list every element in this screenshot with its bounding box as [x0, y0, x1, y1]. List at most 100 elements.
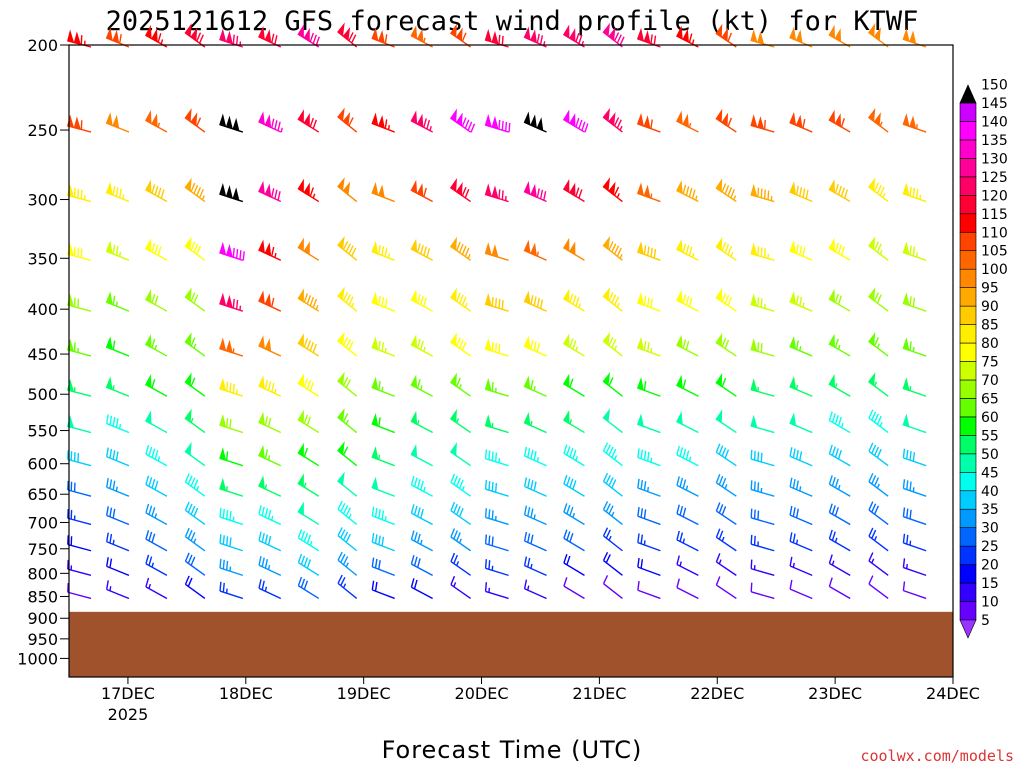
wind-barb [789, 412, 813, 434]
barb-pennant [337, 441, 345, 456]
barb-flag [906, 449, 909, 460]
barb-flag [643, 509, 647, 519]
barb-pennant [303, 241, 310, 256]
barb-flag [145, 554, 150, 564]
wind-barb [750, 480, 775, 497]
barb-flag [868, 473, 874, 483]
barb-flag [530, 380, 534, 390]
barb-pennant [676, 25, 683, 40]
barb-flag [467, 121, 473, 131]
barb-half-flag [420, 385, 423, 391]
barb-flag [235, 249, 239, 259]
barb-flag [378, 417, 381, 427]
barb-half-flag [381, 386, 384, 392]
barb-flag [274, 35, 278, 45]
barb-flag [426, 119, 431, 130]
barb-half-flag [351, 302, 355, 308]
wind-barb [868, 473, 889, 497]
barb-flag [219, 507, 222, 518]
barb-flag [523, 556, 528, 566]
wind-barb [636, 182, 661, 203]
colorbar-label: 135 [981, 133, 1008, 149]
barb-flag [261, 557, 265, 567]
wind-barb [563, 444, 585, 467]
barb-staff [67, 458, 92, 467]
barb-staff [868, 509, 889, 526]
barb-flag [536, 188, 540, 198]
barb-staff [298, 537, 320, 552]
wind-barb [676, 238, 699, 261]
wind-barb [868, 108, 889, 133]
barb-flag [456, 337, 461, 347]
wind-barb [484, 534, 509, 552]
barb-staff [411, 512, 433, 526]
barb-flag [470, 123, 476, 133]
barb-pennant [562, 178, 570, 194]
barb-staff [106, 486, 130, 497]
barb-pennant [225, 294, 233, 309]
barb-flag [154, 295, 159, 305]
barb-flag [378, 380, 381, 391]
wind-barb [66, 293, 92, 312]
barb-staff [185, 481, 206, 497]
barb-flag [727, 296, 733, 306]
wind-barb [337, 331, 358, 357]
barb-flag [871, 411, 877, 421]
barb-pennant [297, 409, 304, 425]
barb-flag [647, 297, 650, 307]
barb-pennant [636, 241, 645, 256]
barb-staff [258, 513, 282, 526]
barb-flag [637, 557, 640, 568]
barb-flag [420, 340, 424, 350]
barb-pennant [258, 375, 265, 390]
barb-pennant [676, 374, 683, 390]
barb-half-flag [721, 536, 725, 542]
barb-half-flag [650, 457, 653, 463]
wind-barb [106, 506, 130, 526]
wind-barb [105, 336, 130, 357]
barb-flag [873, 241, 880, 251]
wind-barb [184, 575, 206, 600]
barb-flag [608, 505, 614, 515]
barb-half-flag [274, 252, 277, 258]
wind-barb [828, 444, 851, 467]
barb-staff [637, 515, 661, 526]
barb-half-flag [280, 127, 283, 133]
barb-half-flag [423, 486, 426, 492]
barb-half-flag [530, 420, 533, 426]
wind-barb [450, 528, 472, 552]
wind-barb [145, 530, 168, 552]
barb-half-flag [154, 344, 158, 350]
barb-flag [871, 475, 877, 485]
barb-flag [527, 533, 531, 543]
wind-barb [676, 445, 699, 467]
wind-barb [902, 182, 927, 203]
barb-pennant [757, 31, 765, 45]
wind-barb [410, 530, 433, 552]
barb-half-flag [533, 386, 536, 391]
wind-barb [636, 241, 661, 261]
barb-staff [485, 488, 509, 497]
barb-flag [410, 475, 415, 486]
wind-barb [828, 333, 851, 357]
barb-flag [530, 534, 534, 544]
barb-pennant [643, 115, 651, 130]
barb-staff [298, 585, 320, 600]
barb-flag [271, 118, 275, 128]
wind-barb [789, 579, 813, 600]
barb-pennant [676, 180, 683, 195]
barb-staff [563, 483, 585, 497]
wind-barb [371, 181, 395, 203]
wind-barb [523, 531, 547, 552]
wind-barb [219, 581, 244, 600]
barb-pennant [484, 183, 492, 198]
wind-barb [219, 507, 244, 526]
barb-flag [190, 337, 196, 347]
barb-staff [829, 562, 851, 576]
plot-frame [68, 44, 954, 678]
barb-flag [504, 121, 508, 132]
barb-flag [527, 557, 531, 568]
wind-barb [258, 556, 282, 576]
barb-staff [603, 583, 623, 600]
